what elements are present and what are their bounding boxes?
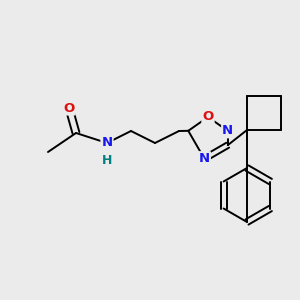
Text: N: N	[199, 152, 210, 165]
Text: O: O	[63, 101, 75, 115]
Text: H: H	[102, 154, 112, 166]
Text: O: O	[202, 110, 214, 124]
Text: N: N	[222, 124, 233, 137]
Text: N: N	[101, 136, 112, 149]
